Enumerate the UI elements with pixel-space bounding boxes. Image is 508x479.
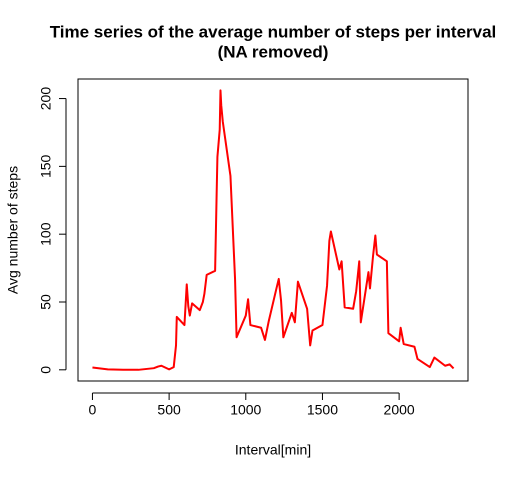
y-axis-label: Avg number of steps <box>5 166 21 294</box>
y-tick-label: 150 <box>38 154 54 178</box>
x-axis-label: Interval[min] <box>235 442 311 458</box>
y-tick-label: 0 <box>38 366 54 374</box>
y-tick-label: 50 <box>38 294 54 310</box>
chart-subtitle: (NA removed) <box>218 42 329 61</box>
x-tick-label: 500 <box>157 402 181 418</box>
y-tick-label: 200 <box>38 87 54 111</box>
chart-title: Time series of the average number of ste… <box>50 22 497 41</box>
x-tick-label: 0 <box>89 402 97 418</box>
x-tick-label: 1000 <box>230 402 261 418</box>
y-tick-label: 100 <box>38 222 54 246</box>
x-tick-label: 2000 <box>384 402 415 418</box>
plot-box <box>77 78 469 382</box>
data-line <box>92 89 455 371</box>
x-tick-label: 1500 <box>307 402 338 418</box>
